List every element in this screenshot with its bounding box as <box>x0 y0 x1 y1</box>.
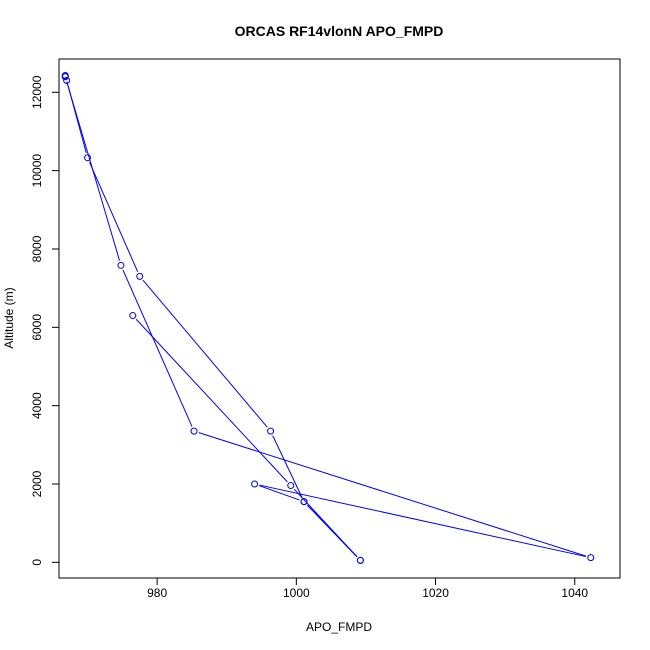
series-segment <box>89 162 139 273</box>
x-tick-label: 1040 <box>561 586 588 600</box>
y-tick-label: 12000 <box>30 75 44 109</box>
series-segment <box>293 488 358 558</box>
data-point <box>129 312 137 320</box>
series-segment <box>272 435 303 498</box>
data-point <box>63 77 71 85</box>
y-tick-label: 4000 <box>30 392 44 419</box>
data-point <box>190 427 198 435</box>
data-point <box>61 73 69 81</box>
y-tick-label: 2000 <box>30 470 44 497</box>
data-point <box>300 498 308 506</box>
series-segment <box>259 484 586 558</box>
chart-title: ORCAS RF14vlonN APO_FMPD <box>235 23 444 39</box>
x-tick-label: 980 <box>147 586 167 600</box>
x-axis-label: APO_FMPD <box>306 620 372 634</box>
y-tick-label: 0 <box>30 559 44 566</box>
y-tick-label: 6000 <box>30 314 44 341</box>
x-tick-label: 1000 <box>283 586 310 600</box>
data-point <box>267 427 275 435</box>
data-point <box>587 554 595 562</box>
data-point <box>356 556 364 564</box>
data-point <box>136 272 144 280</box>
series-segment <box>142 279 268 428</box>
series-segment <box>135 318 288 483</box>
y-axis: 0 2000 4000 6000 8000 10000 12000 <box>30 75 60 566</box>
series-segment <box>66 81 121 261</box>
y-tick-label: 10000 <box>30 154 44 188</box>
series-segment <box>259 485 300 501</box>
y-axis-label: Altitude (m) <box>2 287 16 348</box>
data-point <box>84 154 92 162</box>
x-tick-label: 1020 <box>422 586 449 600</box>
data-point <box>251 480 259 488</box>
y-tick-label: 8000 <box>30 235 44 262</box>
series-segment <box>198 432 587 557</box>
data-point <box>117 261 125 269</box>
series-group <box>61 71 595 564</box>
data-point <box>287 482 295 490</box>
x-axis: 980 1000 1020 1040 <box>147 577 588 600</box>
series-segment <box>122 269 193 427</box>
